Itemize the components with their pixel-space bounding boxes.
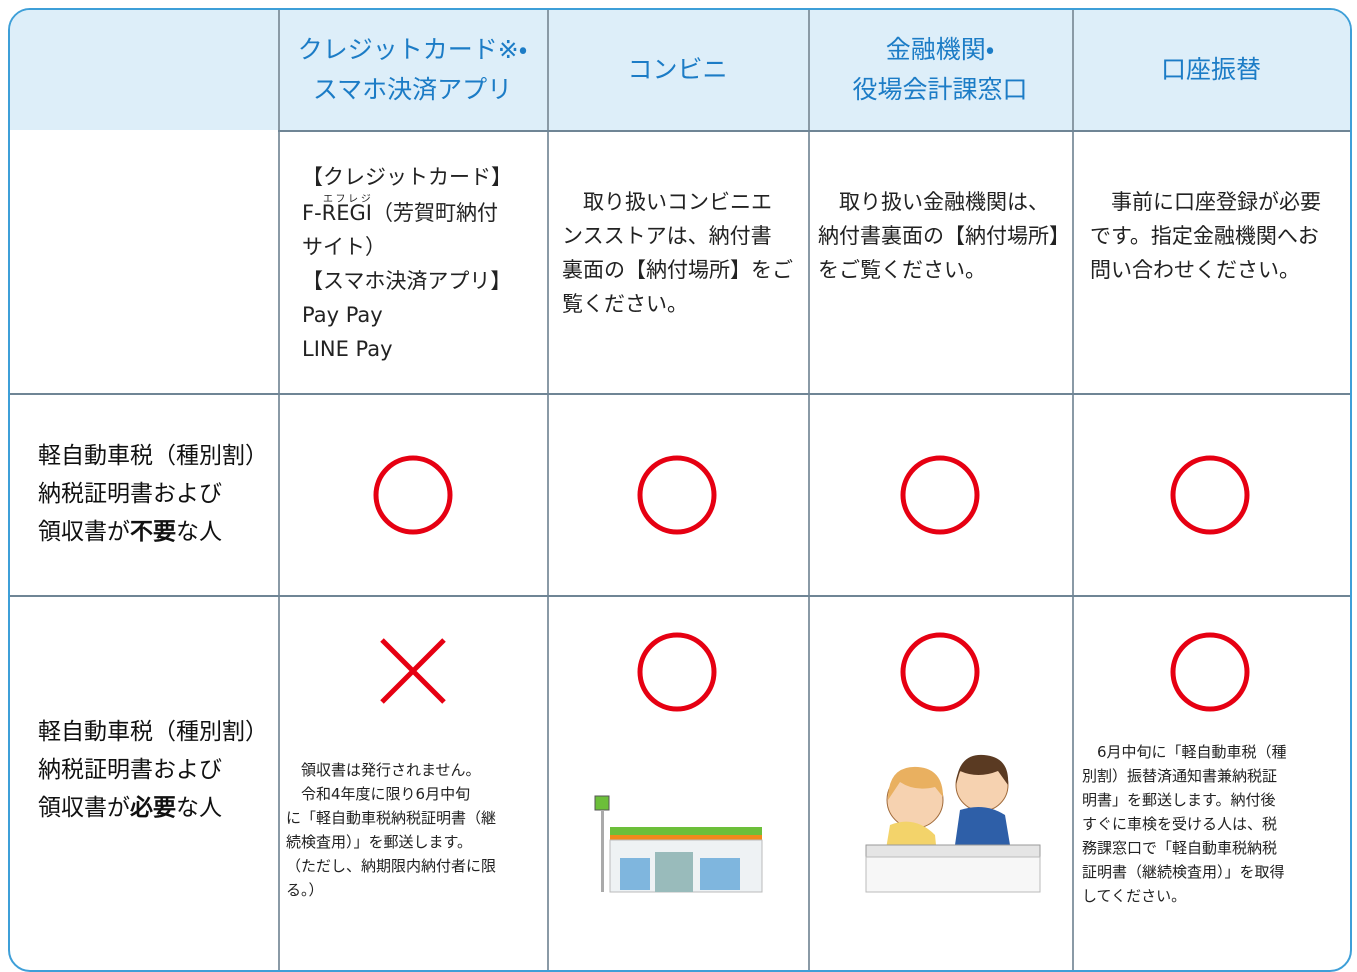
store-illustration bbox=[594, 795, 763, 893]
label-line: 軽自動車税（種別割） bbox=[38, 719, 268, 745]
description: 取り扱い金融機関は、 納付書裏面の【納付場所】 をご覧ください。 bbox=[818, 185, 1073, 287]
circle-mark bbox=[637, 455, 717, 535]
header-text: 役場会計課窓口 bbox=[852, 75, 1028, 104]
desc-line: です。指定金融機関へお bbox=[1090, 224, 1319, 248]
header-cell: 口座振替 bbox=[1072, 10, 1350, 130]
desc-line: 問い合わせください。 bbox=[1090, 258, 1300, 282]
circle-mark bbox=[900, 455, 980, 535]
text: REGI bbox=[321, 201, 372, 225]
circle-mark bbox=[637, 632, 717, 712]
note-line: すぐに車検を受ける人は、税 bbox=[1082, 815, 1278, 833]
desc-line: サイト） bbox=[302, 235, 386, 259]
header-text: 口座振替 bbox=[1160, 55, 1261, 84]
ruby-text: エフレジ bbox=[321, 194, 372, 205]
text: 必要 bbox=[130, 795, 176, 821]
note-line: る。） bbox=[286, 881, 324, 899]
grid-line bbox=[278, 130, 1350, 132]
description: 取り扱いコンビニエ ンスストアは、納付書 裏面の【納付場所】をご 覧ください。 bbox=[562, 185, 807, 321]
header-cell: 金融機関・役場会計課窓口 bbox=[808, 10, 1072, 130]
description: 【クレジットカード】 F-REGIエフレジ（芳賀町納付 サイト） 【スマホ決済ア… bbox=[302, 160, 552, 366]
header-text: コンビニ bbox=[627, 55, 728, 84]
header-text: スマホ決済アプリ bbox=[312, 75, 513, 104]
label-line: 納税証明書および bbox=[38, 481, 222, 507]
desc-line: F-REGIエフレジ（芳賀町納付 bbox=[302, 194, 552, 230]
label-line: 軽自動車税（種別割） bbox=[38, 443, 268, 469]
desc-line: 【クレジットカード】 bbox=[302, 165, 512, 189]
note-line: 務課窓口で「軽自動車税納税 bbox=[1082, 839, 1278, 857]
note-line: に「軽自動車税納税証明書（継 bbox=[286, 809, 497, 827]
circle-mark bbox=[900, 632, 980, 712]
desc-line: 裏面の【納付場所】をご bbox=[562, 258, 793, 282]
cross-mark bbox=[380, 638, 446, 704]
ruby: REGIエフレジ bbox=[321, 194, 372, 225]
note-line: 別割）振替済通知書兼納税証 bbox=[1082, 767, 1278, 785]
grid-line bbox=[10, 595, 1350, 597]
text: 領収書が bbox=[38, 795, 130, 821]
header-cell: クレジットカード※・ スマホ決済アプリ bbox=[278, 10, 547, 130]
desc-line: 納付書裏面の【納付場所】 bbox=[818, 224, 1070, 248]
note-line: 領収書は発行されません。 bbox=[301, 761, 481, 779]
desc-line: ンスストアは、納付書 bbox=[562, 224, 772, 248]
desc-line: 覧ください。 bbox=[562, 292, 688, 316]
note-line: 6月中旬に「軽自動車税（種 bbox=[1097, 743, 1287, 761]
grid-line bbox=[808, 10, 810, 970]
note-line: 令和4年度に限り6月中旬 bbox=[301, 785, 471, 803]
counter-illustration bbox=[865, 754, 1041, 893]
desc-line: 取り扱いコンビニエ bbox=[583, 190, 772, 214]
note-line: 証明書（継続検査用）」を取得 bbox=[1082, 863, 1285, 881]
header-text: 金融機関・ bbox=[885, 35, 995, 64]
table: クレジットカード※・ スマホ決済アプリ コンビニ 金融機関・役場会計課窓口 口座振… bbox=[8, 8, 1352, 972]
grid-line bbox=[10, 393, 1350, 395]
circle-mark bbox=[373, 455, 453, 535]
text: 領収書が bbox=[38, 519, 130, 545]
note: 領収書は発行されません。 令和4年度に限り6月中旬 に「軽自動車税納税証明書（継… bbox=[286, 758, 548, 902]
page: クレジットカード※・ スマホ決済アプリ コンビニ 金融機関・役場会計課窓口 口座振… bbox=[8, 8, 1352, 972]
note-line: してください。 bbox=[1082, 887, 1187, 905]
circle-mark bbox=[1170, 632, 1250, 712]
desc-line: 【スマホ決済アプリ】 bbox=[302, 269, 512, 293]
label-line: 領収書が必要な人 bbox=[38, 789, 278, 827]
text: な人 bbox=[176, 795, 222, 821]
note-line: （ただし、納期限内納付者に限 bbox=[286, 857, 497, 875]
text: な人 bbox=[176, 519, 222, 545]
header-text: クレジットカード※・ bbox=[297, 35, 528, 64]
desc-line: 事前に口座登録が必要 bbox=[1111, 190, 1321, 214]
description: 事前に口座登録が必要 です。指定金融機関へお 問い合わせください。 bbox=[1090, 185, 1348, 287]
desc-line: をご覧ください。 bbox=[818, 258, 986, 282]
grid-line bbox=[1072, 10, 1074, 970]
grid-line bbox=[547, 10, 549, 970]
text: F- bbox=[302, 201, 322, 225]
note-line: 続検査用）」を郵送します。 bbox=[286, 833, 473, 851]
label-line: 納税証明書および bbox=[38, 757, 222, 783]
text: （芳賀町納付 bbox=[372, 201, 498, 225]
circle-mark bbox=[1170, 455, 1250, 535]
desc-line: Pay Pay bbox=[302, 303, 383, 327]
text: 不要 bbox=[130, 519, 176, 545]
label-line: 領収書が不要な人 bbox=[38, 513, 278, 551]
row-label: 軽自動車税（種別割） 納税証明書および 領収書が不要な人 bbox=[10, 393, 278, 595]
header-cell: コンビニ bbox=[547, 10, 808, 130]
note: 6月中旬に「軽自動車税（種 別割）振替済通知書兼納税証 明書」を郵送します。納付… bbox=[1082, 740, 1344, 908]
grid-line bbox=[278, 10, 280, 970]
row-label: 軽自動車税（種別割） 納税証明書および 領収書が必要な人 bbox=[10, 595, 278, 965]
note-line: 明書」を郵送します。納付後 bbox=[1082, 791, 1276, 809]
desc-line: LINE Pay bbox=[302, 337, 393, 361]
desc-line: 取り扱い金融機関は、 bbox=[839, 190, 1049, 214]
symbols bbox=[373, 455, 1250, 893]
